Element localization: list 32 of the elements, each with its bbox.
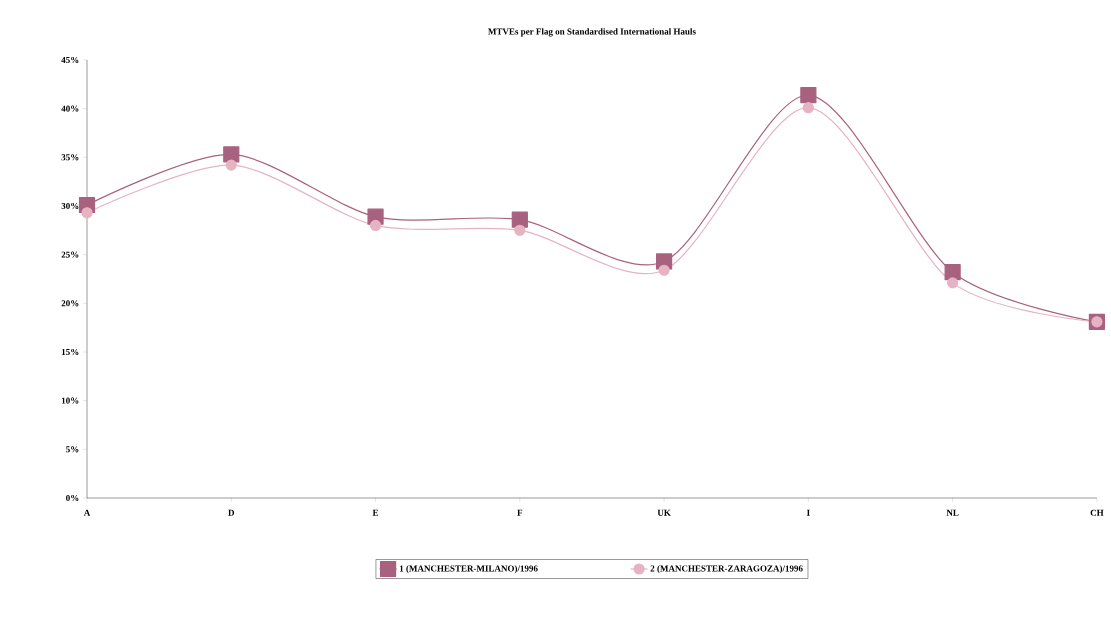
point xyxy=(225,159,237,171)
x-tick-label: I xyxy=(806,509,810,516)
y-tick-label: 20% xyxy=(61,300,79,307)
point xyxy=(944,264,961,281)
y-tick-label: 15% xyxy=(61,348,79,356)
legend-label: 2 (MANCHESTER-ZARAGOZA)/1996 xyxy=(650,565,803,574)
x-tick-label: F xyxy=(517,509,523,516)
point xyxy=(223,146,240,163)
y-tick-label: 0% xyxy=(66,494,79,502)
point xyxy=(658,264,670,276)
x-tick-label: CH xyxy=(1090,509,1104,516)
y-tick-label: 25% xyxy=(61,251,79,258)
x-tick-label: E xyxy=(372,509,379,516)
point xyxy=(947,277,959,289)
y-tick-label: 30% xyxy=(61,202,79,210)
chart-title: MTVEs per Flag on Standardised International Hauls xyxy=(488,28,696,37)
point xyxy=(511,211,528,228)
point xyxy=(514,224,526,236)
x-tick-label: UK xyxy=(657,509,671,516)
point xyxy=(800,86,817,104)
y-tick-label: 5% xyxy=(66,446,79,453)
y-tick-label: 45% xyxy=(61,56,79,64)
legend-label: 1 (MANCHESTER-MILANO)/1996 xyxy=(399,565,538,574)
x-tick-label: A xyxy=(83,509,91,516)
y-tick-label: 35% xyxy=(61,154,79,161)
y-tick-label: 10% xyxy=(61,397,79,404)
x-tick-label: NL xyxy=(946,509,959,516)
point xyxy=(802,102,814,114)
x-tick-label: D xyxy=(228,509,235,516)
point xyxy=(81,207,93,219)
point xyxy=(369,219,382,232)
y-tick-label: 40% xyxy=(61,105,79,112)
